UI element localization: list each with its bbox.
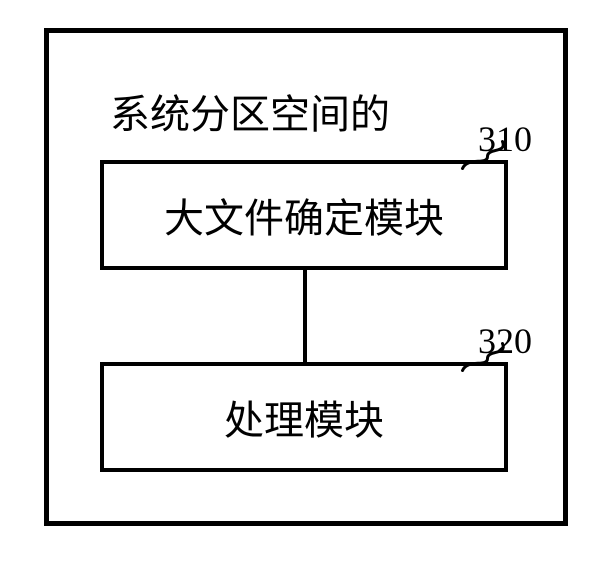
connector-line	[303, 270, 307, 362]
diagram-canvas: 系统分区空间的 优化装置 大文件确定模块 310 处理模块 320	[0, 0, 611, 563]
ref-squiggle-310	[460, 140, 510, 170]
title-line-1: 系统分区空间的	[110, 92, 390, 137]
module-label-310: 大文件确定模块	[164, 186, 444, 244]
module-box-310: 大文件确定模块	[100, 160, 508, 270]
module-box-320: 处理模块	[100, 362, 508, 472]
module-label-320: 处理模块	[224, 388, 384, 446]
ref-squiggle-320	[460, 342, 510, 372]
